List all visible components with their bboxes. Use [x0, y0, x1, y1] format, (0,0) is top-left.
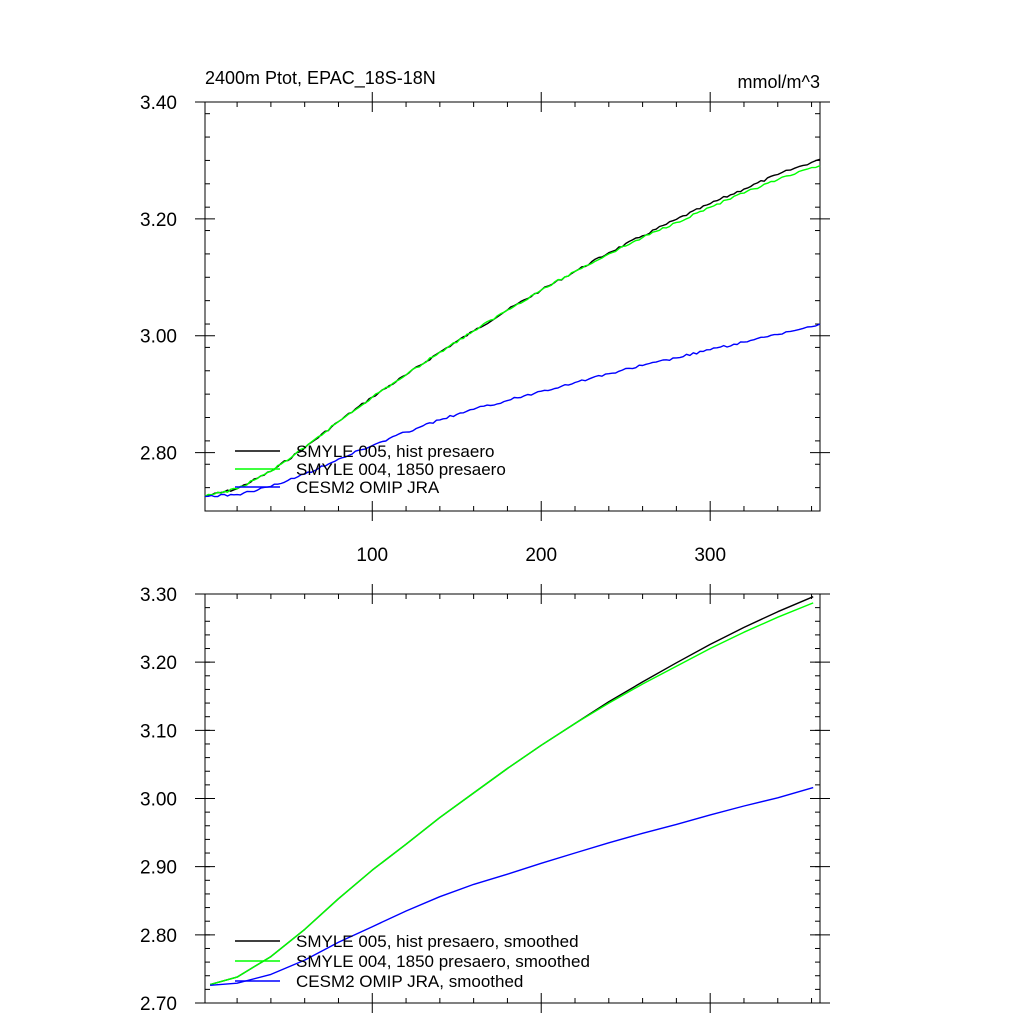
chart-title: 2400m Ptot, EPAC_18S-18N [205, 68, 436, 89]
x-tick-label: 100 [356, 545, 388, 566]
units-label: mmol/m^3 [738, 72, 820, 92]
legend-label-1: SMYLE 004, 1850 presaero, smoothed [296, 952, 590, 971]
y-tick-label: 3.00 [140, 790, 177, 811]
y-tick-label: 3.30 [140, 585, 177, 606]
bottom-panel: 2.70 2.80 2.90 3.00 3.10 3.20 3.30 SMYLE 005, h… [140, 584, 830, 1015]
legend-label-1: SMYLE 004, 1850 presaero [296, 460, 506, 479]
x-tick-label: 300 [694, 545, 726, 566]
x-tick-label: 200 [525, 545, 557, 566]
y-tick-label: 2.70 [140, 994, 177, 1015]
series-line-1 [209, 602, 814, 986]
legend-label-0: SMYLE 005, hist presaero, smoothed [296, 932, 579, 951]
y-tick-label: 3.20 [140, 210, 177, 231]
y-tick-label: 3.40 [140, 93, 177, 114]
y-tick-label: 3.00 [140, 327, 177, 348]
y-tick-label: 3.20 [140, 653, 177, 674]
legend-label-0: SMYLE 005, hist presaero [296, 442, 494, 461]
top-panel: 2400m Ptot, EPAC_18S-18N mmol/m^3 2.80 3.… [140, 68, 830, 566]
y-tick-label: 2.90 [140, 858, 177, 879]
legend-label-2: CESM2 OMIP JRA, smoothed [296, 972, 523, 991]
series-line-0 [209, 596, 814, 986]
plot-frame [204, 101, 821, 512]
series-line-2 [204, 323, 821, 498]
legend-label-2: CESM2 OMIP JRA [296, 478, 440, 497]
series-line-2 [210, 786, 814, 986]
y-tick-label: 2.80 [140, 444, 177, 465]
y-tick-label: 3.10 [140, 721, 177, 742]
series-line-1 [204, 165, 821, 498]
y-tick-label: 2.80 [140, 926, 177, 947]
